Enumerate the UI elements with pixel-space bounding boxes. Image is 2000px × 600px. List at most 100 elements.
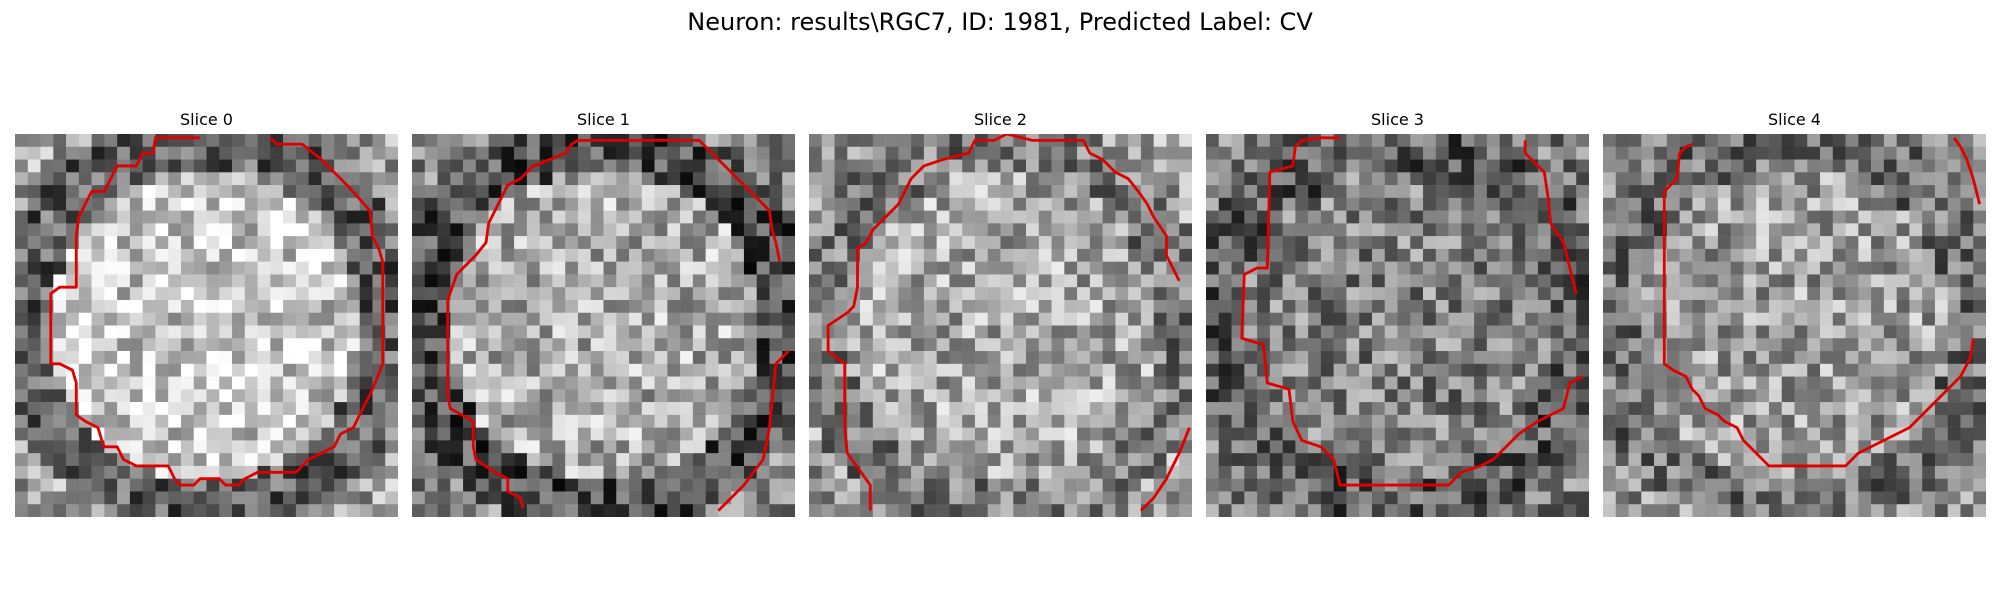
- pixel: [680, 440, 694, 454]
- pixel: [295, 274, 309, 288]
- pixel: [1371, 299, 1385, 313]
- pixel: [1064, 389, 1078, 403]
- pixel: [180, 172, 194, 186]
- pixel: [1756, 146, 1770, 160]
- pixel: [1717, 351, 1731, 365]
- pixel: [346, 274, 360, 288]
- pixel: [1269, 427, 1283, 441]
- pixel: [1743, 146, 1757, 160]
- pixel: [1883, 389, 1897, 403]
- pixel: [283, 312, 297, 326]
- pixel: [1320, 134, 1334, 148]
- pixel: [1397, 261, 1411, 275]
- pixel: [385, 465, 398, 479]
- pixel: [1896, 440, 1910, 454]
- pixel: [424, 389, 438, 403]
- pixel: [1140, 274, 1154, 288]
- pixel: [603, 223, 617, 237]
- pixel: [667, 274, 681, 288]
- pixel: [1435, 504, 1449, 517]
- pixel: [1705, 351, 1719, 365]
- pixel: [936, 261, 950, 275]
- pixel: [180, 236, 194, 250]
- pixel: [91, 236, 105, 250]
- pixel: [270, 248, 284, 262]
- pixel: [1641, 427, 1655, 441]
- pixel: [168, 351, 182, 365]
- pixel: [667, 146, 681, 160]
- pixel: [475, 210, 489, 224]
- pixel: [539, 389, 553, 403]
- slice-image: [412, 134, 795, 517]
- pixel: [270, 312, 284, 326]
- pixel: [1947, 248, 1961, 262]
- pixel: [372, 185, 386, 199]
- pixel: [1858, 248, 1872, 262]
- pixel: [1077, 504, 1091, 517]
- pixel: [1807, 363, 1821, 377]
- pixel: [1845, 504, 1859, 517]
- pixel: [15, 465, 29, 479]
- pixel: [1474, 146, 1488, 160]
- contour-line: [1662, 142, 1975, 468]
- pixel: [334, 134, 348, 148]
- pixel: [1320, 427, 1334, 441]
- pixel: [1730, 440, 1744, 454]
- pixel: [1499, 351, 1513, 365]
- pixel: [885, 338, 899, 352]
- pixel: [834, 440, 848, 454]
- pixel: [1832, 453, 1846, 467]
- pixel: [463, 236, 477, 250]
- pixel: [616, 248, 630, 262]
- pixel: [1871, 478, 1885, 492]
- pixel: [27, 312, 41, 326]
- pixel: [1013, 236, 1027, 250]
- pixel: [1499, 312, 1513, 326]
- pixel: [450, 414, 464, 428]
- pixel: [346, 146, 360, 160]
- pixel: [1218, 465, 1232, 479]
- pixel: [1960, 299, 1974, 313]
- pixel: [1128, 274, 1142, 288]
- pixel: [1320, 402, 1334, 416]
- pixel: [180, 465, 194, 479]
- pixel: [1282, 261, 1296, 275]
- pixel: [1666, 236, 1680, 250]
- pixel: [40, 427, 54, 441]
- pixel: [1499, 363, 1513, 377]
- pixel: [142, 197, 156, 211]
- pixel: [936, 478, 950, 492]
- pixel: [155, 248, 169, 262]
- pixel: [1089, 274, 1103, 288]
- pixel: [1474, 287, 1488, 301]
- pixel: [654, 325, 668, 339]
- pixel: [1346, 197, 1360, 211]
- pixel: [244, 325, 258, 339]
- pixel: [1179, 504, 1192, 517]
- pixel: [1960, 261, 1974, 275]
- pixel: [641, 210, 655, 224]
- pixel: [769, 325, 783, 339]
- pixel: [1140, 185, 1154, 199]
- pixel: [1641, 389, 1655, 403]
- pixel: [718, 312, 732, 326]
- pixel: [1896, 299, 1910, 313]
- pixel: [987, 299, 1001, 313]
- pixel: [1666, 351, 1680, 365]
- pixel: [1461, 146, 1475, 160]
- pixel: [1013, 453, 1027, 467]
- pixel: [1973, 159, 1986, 173]
- pixel: [1359, 465, 1373, 479]
- pixel: [206, 197, 220, 211]
- pixel: [731, 389, 745, 403]
- pixel: [1730, 453, 1744, 467]
- pixel: [1179, 236, 1192, 250]
- pixel: [155, 376, 169, 390]
- pixel: [1448, 440, 1462, 454]
- pixel: [962, 402, 976, 416]
- pixel: [129, 185, 143, 199]
- pixel: [1218, 236, 1232, 250]
- pixel: [1128, 440, 1142, 454]
- pixel: [1845, 414, 1859, 428]
- pixel: [743, 465, 757, 479]
